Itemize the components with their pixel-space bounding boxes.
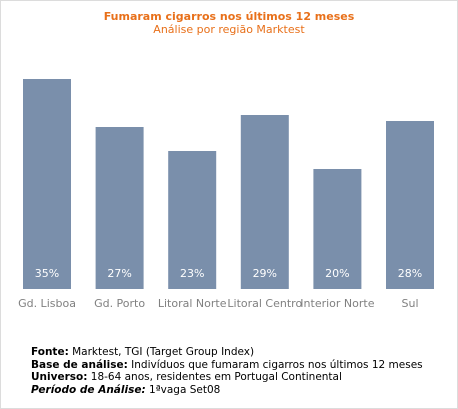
chart-subtitle: Análise por região Marktest bbox=[153, 23, 305, 36]
bar-1 bbox=[95, 127, 144, 289]
category-label-2: Litoral Norte bbox=[157, 297, 227, 310]
category-label-3: Litoral Centro bbox=[227, 297, 303, 310]
bar-5 bbox=[386, 121, 434, 289]
period-line: Período de Análise: 1ªvaga Set08 bbox=[31, 384, 423, 397]
bar-value-label-2: 23% bbox=[180, 267, 204, 280]
base-line: Base de análise: Indivíduos que fumaram … bbox=[31, 359, 423, 372]
bar-value-label-5: 28% bbox=[398, 267, 422, 280]
base-label: Base de análise: bbox=[31, 358, 128, 371]
category-label-5: Sul bbox=[401, 297, 419, 310]
bar-value-label-3: 29% bbox=[253, 267, 277, 280]
category-label-0: Gd. Lisboa bbox=[18, 297, 76, 310]
universe-label: Universo: bbox=[31, 371, 88, 384]
bar-value-label-0: 35% bbox=[35, 267, 59, 280]
universe-line: Universo: 18-64 anos, residentes em Port… bbox=[31, 371, 423, 384]
source-line: Fonte: Marktest, TGI (Target Group Index… bbox=[31, 346, 423, 359]
bar-2 bbox=[168, 151, 217, 289]
footnotes: Fonte: Marktest, TGI (Target Group Index… bbox=[31, 346, 423, 396]
bar-value-label-1: 27% bbox=[107, 267, 131, 280]
category-label-1: Gd. Porto bbox=[94, 297, 146, 310]
source-label: Fonte: bbox=[31, 346, 69, 358]
chart-title: Fumaram cigarros nos últimos 12 meses bbox=[103, 10, 355, 23]
source-value: Marktest, TGI (Target Group Index) bbox=[72, 346, 255, 358]
bar-0 bbox=[23, 79, 71, 289]
bar-4 bbox=[313, 169, 362, 289]
base-value: Indivíduos que fumaram cigarros nos últi… bbox=[131, 358, 423, 371]
period-label: Período de Análise: bbox=[31, 383, 146, 396]
bar-value-label-4: 20% bbox=[325, 267, 349, 280]
bar-3 bbox=[240, 115, 289, 289]
period-value: 1ªvaga Set08 bbox=[149, 383, 221, 396]
category-label-4: Interior Norte bbox=[300, 297, 375, 310]
universe-value: 18-64 anos, residentes em Portugal Conti… bbox=[90, 371, 342, 384]
